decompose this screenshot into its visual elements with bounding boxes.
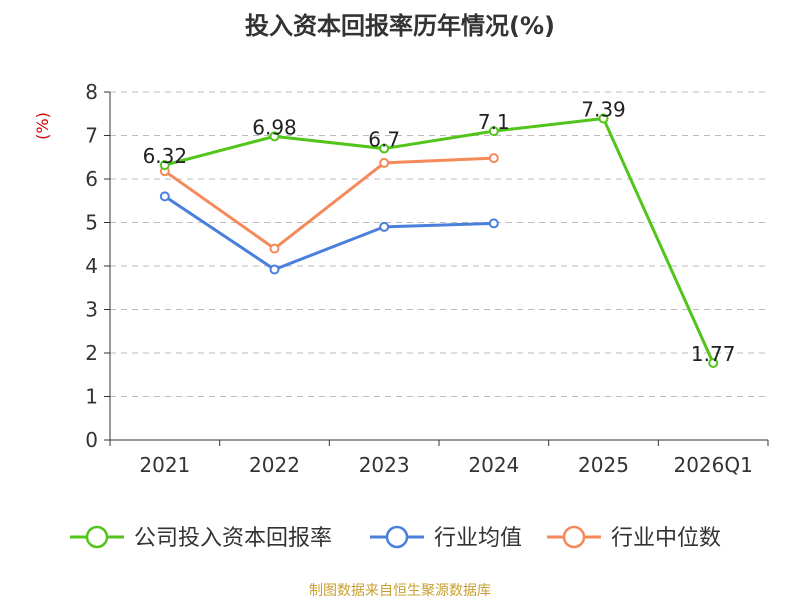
y-tick-label: 3 — [85, 298, 98, 322]
data-labels: 6.32 6.98 6.7 7.1 7.39 1.77 — [143, 98, 736, 366]
series-group — [159, 113, 719, 369]
data-point — [379, 143, 390, 154]
source-note: 制图数据来自恒生聚源数据库 — [309, 583, 491, 599]
data-label: 6.7 — [368, 128, 400, 152]
x-tick-label: 2024 — [468, 453, 519, 477]
axes: 0 1 2 3 4 5 6 7 8 2021 2022 2023 2024 2025 2026Q1 — [85, 80, 769, 477]
legend-marker — [85, 525, 109, 549]
y-tick-label: 0 — [85, 428, 98, 452]
y-tick-label: 8 — [85, 80, 98, 104]
x-tick-label: 2026Q1 — [673, 453, 752, 477]
legend-item[interactable]: 行业均值 — [370, 525, 522, 551]
x-tick-label: 2023 — [359, 453, 410, 477]
data-point — [708, 358, 719, 369]
legend-item[interactable]: 行业中位数 — [547, 525, 721, 551]
data-point — [598, 113, 609, 124]
legend-marker — [385, 525, 409, 549]
legend-item[interactable]: 公司投入资本回报率 — [70, 525, 332, 551]
data-label: 6.32 — [143, 144, 188, 168]
data-label: 1.77 — [691, 342, 736, 366]
y-tick-label: 2 — [85, 341, 98, 365]
y-tick-label: 1 — [85, 385, 98, 409]
series-line-0 — [163, 117, 715, 365]
data-point — [269, 243, 280, 254]
data-label: 6.98 — [252, 115, 297, 139]
y-tick-label: 4 — [85, 254, 98, 278]
grid-lines — [110, 91, 768, 397]
chart-title: 投入资本回报率历年情况(%) — [245, 12, 555, 40]
data-point — [159, 160, 170, 171]
x-tick-label: 2022 — [249, 453, 300, 477]
legend-label: 行业中位数 — [611, 526, 721, 551]
data-point — [488, 126, 499, 137]
legend-label: 行业均值 — [434, 526, 522, 551]
data-point — [488, 153, 499, 164]
series-line-1 — [163, 194, 496, 271]
y-tick-label: 6 — [85, 167, 98, 191]
data-point — [159, 191, 170, 202]
data-point — [379, 221, 390, 232]
y-tick-label: 5 — [85, 211, 98, 235]
x-tick-label: 2025 — [578, 453, 629, 477]
data-point — [488, 218, 499, 229]
legend-label: 公司投入资本回报率 — [134, 526, 332, 551]
x-tick-label: 2021 — [139, 453, 190, 477]
legend[interactable]: 公司投入资本回报率 行业均值 行业中位数 — [70, 525, 721, 551]
y-axis-label: (%) — [33, 112, 52, 140]
data-point — [379, 157, 390, 168]
data-label: 7.39 — [581, 98, 626, 122]
series-line-2 — [163, 156, 496, 251]
y-tick-label: 7 — [85, 124, 98, 148]
data-label: 7.1 — [478, 110, 510, 134]
data-point — [269, 131, 280, 142]
data-point — [269, 264, 280, 275]
legend-marker — [562, 525, 586, 549]
